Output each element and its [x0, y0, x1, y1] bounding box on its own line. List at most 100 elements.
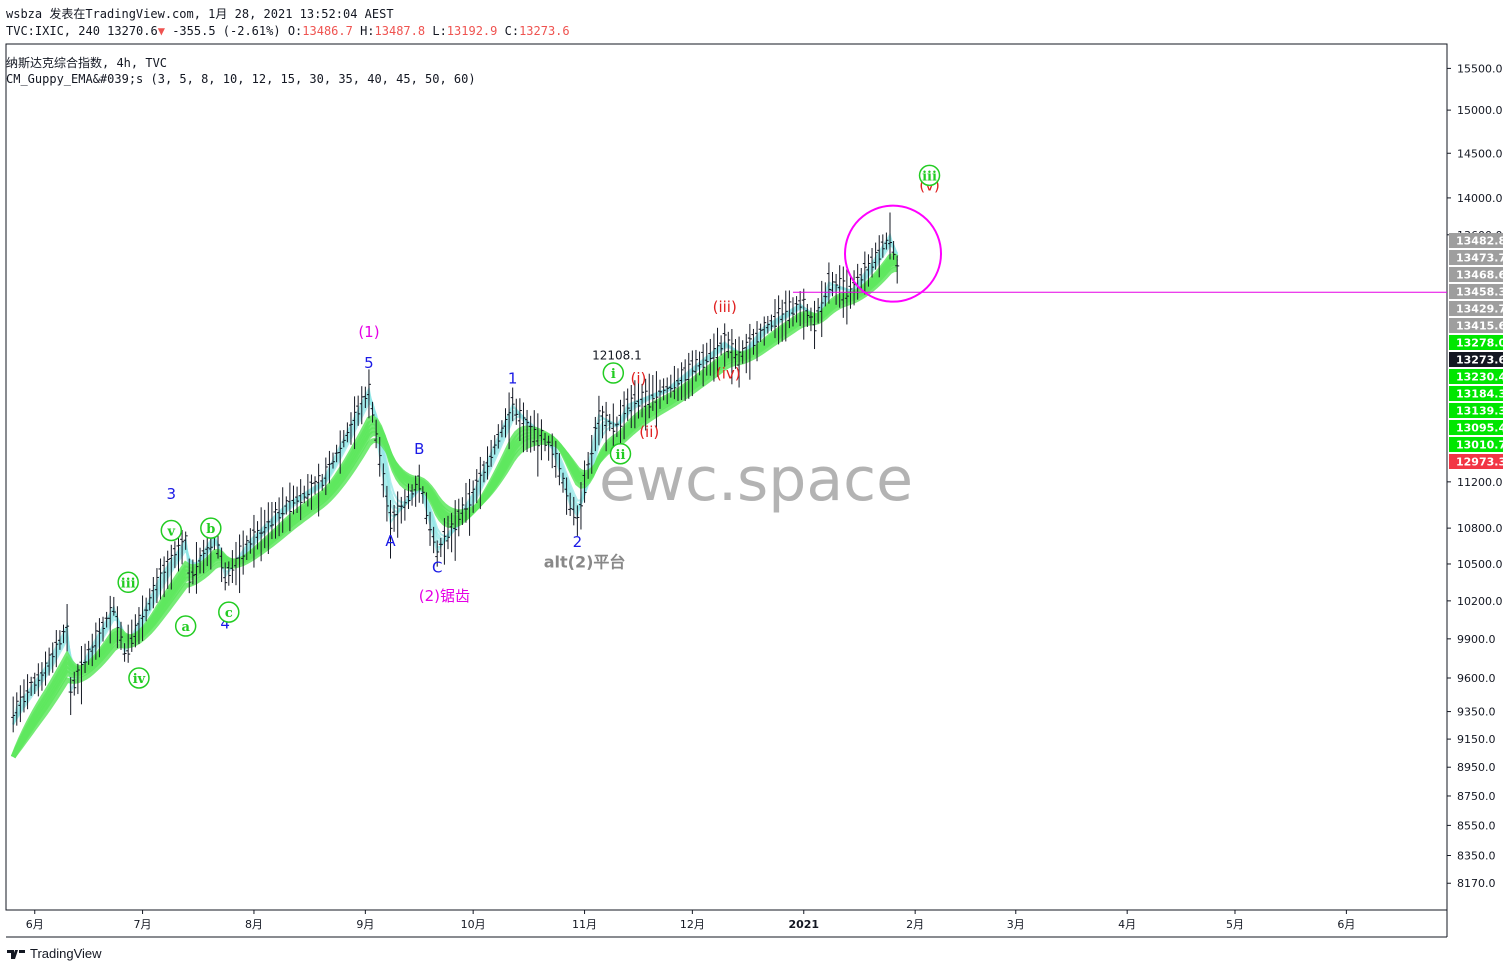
price-bar [32, 672, 37, 695]
price-tags: 13482.8 13473.7 13468.6 13458.3 13429.7 13415… [1449, 233, 1506, 469]
price-tag: 13415.6 [1449, 318, 1506, 333]
price-tag-label: 13230.4 [1456, 371, 1506, 384]
price-bar [798, 291, 803, 327]
price-bar [553, 440, 558, 478]
x-tick-label: 12月 [680, 918, 705, 931]
price-bar [183, 531, 188, 550]
circled-wave-label: b [200, 517, 222, 539]
wave-label-circle [609, 443, 632, 465]
price-bar [693, 349, 698, 382]
price-bar [180, 529, 185, 565]
price-bar [636, 383, 641, 419]
price-bar [237, 534, 242, 594]
price-tag-bg [1449, 335, 1503, 350]
price-tag-label: 13468.6 [1456, 269, 1506, 282]
wave-label: 5 [364, 354, 374, 372]
price-bar [532, 410, 537, 451]
price-bar [169, 544, 174, 590]
price-bar [79, 645, 84, 705]
price-bar [740, 340, 745, 364]
price-bar [780, 299, 785, 342]
price-bar [643, 378, 648, 431]
price-bar [377, 436, 382, 477]
wave-label: (iv) [716, 364, 741, 382]
price-bar [884, 232, 889, 250]
price-tag: 13473.7 [1449, 250, 1506, 265]
symbol[interactable]: TVC:IXIC, 240 [6, 24, 100, 38]
price-bar [604, 401, 609, 452]
price-bar [589, 434, 594, 474]
price-bar [370, 401, 375, 423]
wave-label-text: i [611, 367, 616, 382]
price-bar [72, 671, 77, 696]
price-bar [442, 518, 447, 565]
price-bar [593, 416, 598, 452]
price-bar [888, 212, 893, 260]
price-bar [571, 496, 576, 526]
price-bar [719, 335, 724, 356]
wave-label: 2 [573, 533, 583, 551]
price-bar [690, 350, 695, 397]
wave-label-text: iii [121, 576, 136, 591]
price-bar [187, 558, 192, 594]
price-bar [701, 344, 706, 387]
price-bar [794, 296, 799, 323]
price-bar [43, 651, 48, 686]
price-bar [726, 331, 731, 359]
low-label: L: [432, 24, 447, 38]
wave-label-text: a [181, 620, 190, 635]
price-bar [895, 255, 900, 284]
price-tag: 13139.3 [1449, 403, 1506, 418]
price-bar [658, 379, 663, 409]
price-bar [582, 460, 587, 503]
price-bar [420, 486, 425, 504]
price-bar [413, 475, 418, 507]
price-bar [298, 479, 303, 521]
price-tag: 13468.6 [1449, 267, 1506, 282]
y-tick-label: 8170.0 [1457, 877, 1496, 890]
circled-wave-label: i [602, 362, 625, 384]
price-tag-bg [1449, 250, 1503, 265]
price-bar [647, 373, 652, 419]
price-bar [514, 398, 519, 425]
price-bar [632, 380, 637, 429]
close-value: 13273.6 [519, 24, 570, 38]
price-bar [755, 321, 760, 362]
price-tag-bg [1449, 369, 1503, 384]
price-bar [507, 392, 512, 450]
price-bar [384, 485, 389, 522]
change: -355.5 (-2.61%) [172, 24, 281, 38]
price-bar [834, 273, 839, 305]
price-bar [29, 676, 34, 696]
price-bar [223, 562, 228, 591]
price-bar [790, 297, 795, 327]
wave-label: (iii) [713, 298, 737, 316]
down-arrow-icon: ▼ [157, 24, 165, 38]
price-bar [269, 502, 274, 540]
price-bar [36, 663, 41, 697]
wave-label-text: b [206, 522, 215, 537]
price-bar [880, 234, 885, 258]
wave-label-circle [218, 601, 240, 623]
wave-label-text: iii [922, 169, 937, 184]
price-bar [773, 299, 778, 339]
price-bar [90, 633, 95, 667]
wave-label-circle [918, 164, 941, 187]
wave-label: alt(2)平台 [544, 553, 626, 572]
y-tick-label: 8550.0 [1457, 819, 1496, 832]
price-bar [201, 539, 206, 574]
publish-line: wsbza 发表在TradingView.com, 1月 28, 2021 13… [6, 7, 394, 21]
wave-label-circle [128, 667, 150, 689]
price-tag-bg [1449, 420, 1503, 435]
low-value: 13192.9 [446, 24, 498, 38]
x-tick-label: 6月 [26, 918, 44, 931]
price-bar [751, 328, 756, 355]
price-bar [877, 235, 882, 278]
price-bar [348, 412, 353, 445]
indicator-legend[interactable]: CM_Guppy_EMA&#039;s (3, 5, 8, 10, 12, 15… [6, 72, 476, 86]
tradingview-brand[interactable]: TradingView [30, 946, 102, 961]
price-bar [625, 388, 630, 421]
price-bar [446, 515, 451, 550]
price-bar [801, 288, 806, 340]
